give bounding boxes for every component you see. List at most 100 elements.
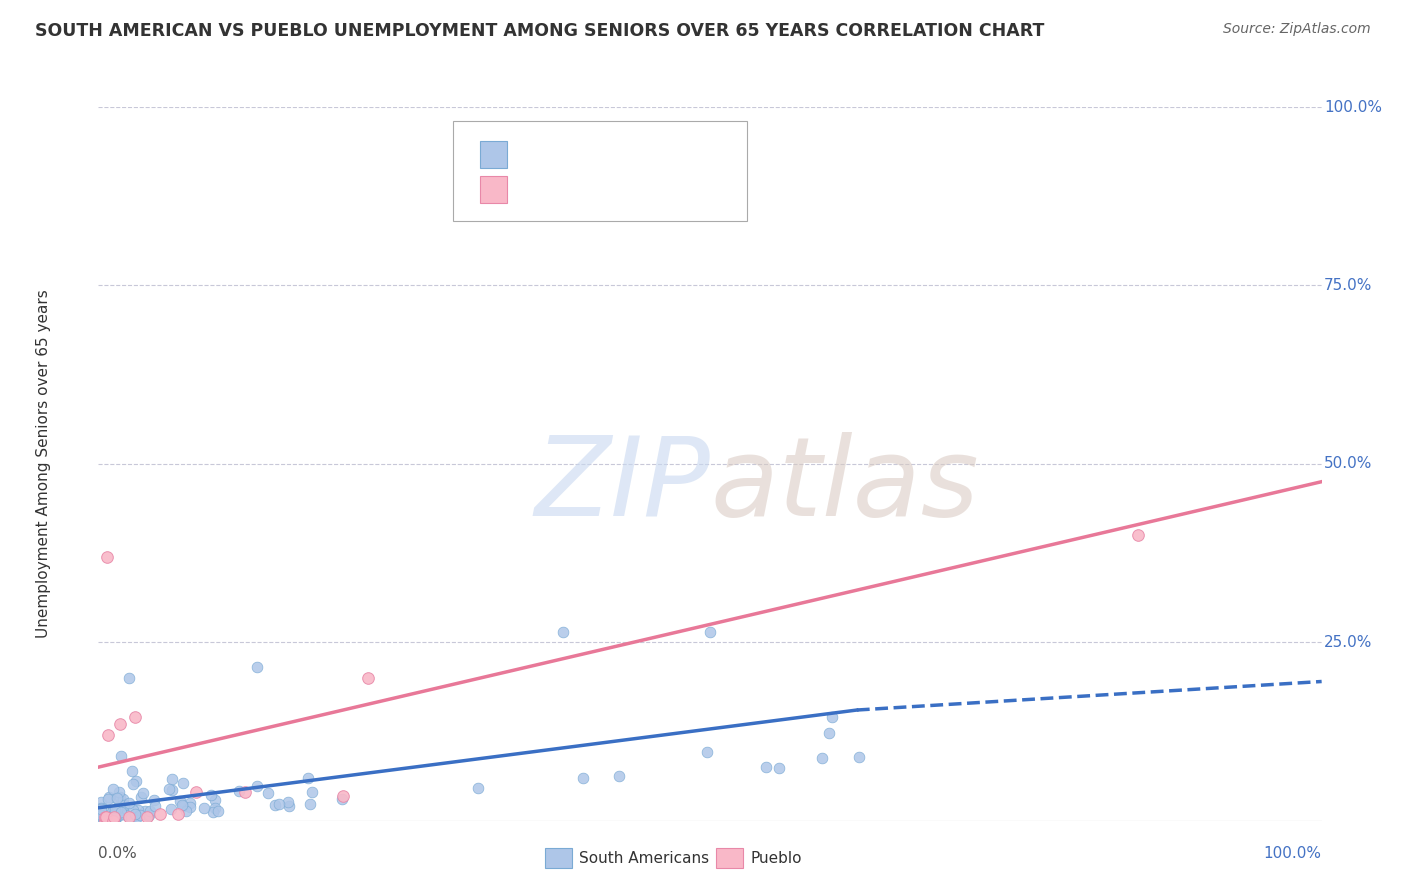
Text: Source: ZipAtlas.com: Source: ZipAtlas.com bbox=[1223, 22, 1371, 37]
Point bbox=[124, 710, 146, 724]
Point bbox=[96, 549, 118, 564]
Point bbox=[101, 814, 124, 828]
Point bbox=[90, 795, 112, 809]
Text: SOUTH AMERICAN VS PUEBLO UNEMPLOYMENT AMONG SENIORS OVER 65 YEARS CORRELATION CH: SOUTH AMERICAN VS PUEBLO UNEMPLOYMENT AM… bbox=[35, 22, 1045, 40]
Point bbox=[330, 791, 353, 805]
Point bbox=[111, 792, 134, 806]
Point bbox=[332, 789, 354, 803]
Point bbox=[138, 804, 160, 818]
Point bbox=[103, 810, 125, 824]
Text: N =: N = bbox=[606, 145, 654, 163]
Point bbox=[257, 786, 280, 800]
Point bbox=[277, 798, 299, 813]
Point bbox=[120, 811, 142, 825]
Point bbox=[149, 806, 172, 821]
Point bbox=[107, 808, 129, 822]
Text: 0.361: 0.361 bbox=[555, 181, 602, 199]
Point bbox=[170, 797, 193, 812]
Point bbox=[128, 808, 150, 822]
Point bbox=[122, 803, 145, 817]
Point bbox=[129, 789, 152, 804]
Point bbox=[768, 761, 790, 775]
Text: 50.0%: 50.0% bbox=[1324, 457, 1372, 471]
Point bbox=[204, 793, 226, 807]
Point bbox=[111, 795, 134, 809]
Text: atlas: atlas bbox=[710, 432, 979, 539]
Point bbox=[817, 726, 839, 740]
Point bbox=[90, 802, 112, 816]
Point bbox=[122, 777, 145, 791]
Point bbox=[301, 785, 323, 799]
Text: R =: R = bbox=[520, 181, 557, 199]
Point bbox=[233, 785, 256, 799]
Point bbox=[848, 750, 870, 764]
Point bbox=[97, 791, 120, 805]
Point bbox=[104, 812, 127, 826]
Point bbox=[118, 671, 141, 685]
Point bbox=[101, 808, 124, 822]
Point bbox=[110, 802, 132, 816]
Point bbox=[160, 802, 183, 816]
Point bbox=[134, 805, 156, 819]
Point bbox=[699, 624, 721, 639]
Point bbox=[179, 796, 201, 810]
Point bbox=[1128, 528, 1150, 542]
Point bbox=[93, 814, 115, 828]
Point bbox=[160, 783, 183, 797]
Point bbox=[124, 807, 146, 822]
Bar bbox=[479, 177, 508, 203]
Point bbox=[157, 782, 180, 797]
Point bbox=[110, 805, 132, 819]
Point bbox=[298, 797, 321, 812]
Point bbox=[169, 794, 191, 808]
Point bbox=[118, 796, 141, 810]
Point bbox=[186, 785, 208, 799]
Point bbox=[263, 798, 285, 813]
Point bbox=[572, 771, 595, 785]
Point bbox=[467, 780, 489, 795]
Point bbox=[90, 812, 112, 826]
Point bbox=[277, 795, 299, 809]
Point bbox=[91, 813, 114, 827]
Point bbox=[97, 728, 120, 742]
Point bbox=[104, 811, 127, 825]
Point bbox=[97, 813, 120, 827]
Point bbox=[179, 799, 201, 814]
Point bbox=[821, 710, 844, 724]
Point bbox=[160, 772, 183, 786]
Point bbox=[755, 760, 778, 774]
Text: 100.0%: 100.0% bbox=[1264, 846, 1322, 861]
Point bbox=[143, 799, 166, 814]
Point bbox=[297, 772, 319, 786]
Point bbox=[108, 789, 131, 804]
Point bbox=[138, 808, 160, 822]
Point bbox=[811, 751, 834, 765]
Text: 0.0%: 0.0% bbox=[98, 846, 138, 861]
Point bbox=[207, 804, 229, 818]
Point bbox=[125, 774, 148, 789]
Point bbox=[108, 785, 131, 799]
Text: 75.0%: 75.0% bbox=[1324, 278, 1372, 293]
Point bbox=[105, 790, 128, 805]
Point bbox=[107, 809, 129, 823]
Point bbox=[553, 624, 575, 639]
Point bbox=[93, 813, 115, 827]
Text: ZIP: ZIP bbox=[534, 432, 710, 539]
Point bbox=[101, 803, 124, 817]
Point bbox=[176, 805, 198, 819]
Point bbox=[172, 776, 194, 790]
Point bbox=[98, 810, 121, 824]
Point bbox=[696, 745, 718, 759]
Point bbox=[267, 797, 290, 812]
Point bbox=[200, 788, 222, 802]
Point bbox=[110, 717, 132, 731]
Point bbox=[101, 805, 124, 819]
Point bbox=[97, 790, 120, 805]
Text: R =: R = bbox=[520, 145, 557, 163]
Text: 100: 100 bbox=[655, 145, 686, 163]
Point bbox=[104, 812, 127, 826]
FancyBboxPatch shape bbox=[453, 121, 747, 221]
Point bbox=[90, 813, 112, 827]
Text: South Americans: South Americans bbox=[579, 851, 709, 866]
Point bbox=[246, 660, 269, 674]
